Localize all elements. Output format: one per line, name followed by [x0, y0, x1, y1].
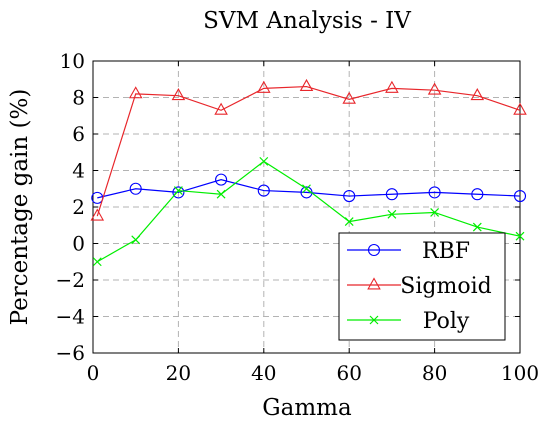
- data-point-sigmoid: [427, 82, 442, 95]
- y-tick-label: 2: [72, 195, 85, 219]
- data-point-sigmoid: [128, 86, 143, 99]
- y-tick-label: 6: [72, 122, 85, 146]
- data-point-poly: [173, 186, 183, 195]
- series-line-sigmoid: [96, 85, 521, 217]
- legend-label-poly: Poly: [423, 309, 470, 334]
- y-tick-label: 0: [72, 232, 85, 256]
- data-point-poly: [515, 231, 525, 241]
- data-point-sigmoid: [513, 102, 527, 115]
- series-sigmoid: [90, 78, 527, 221]
- series-group: [90, 78, 527, 267]
- legend-marker-rbf: [367, 243, 381, 257]
- chart-title: SVM Analysis - IV: [203, 8, 411, 34]
- legend: RBF Sigmoid Poly: [338, 232, 506, 341]
- x-tick-label: 0: [87, 361, 100, 385]
- data-point-rbf: [385, 188, 398, 201]
- x-tick-label: 100: [501, 361, 539, 385]
- y-tick-label: −4: [56, 305, 85, 329]
- data-point-sigmoid: [299, 78, 314, 91]
- data-point-poly: [344, 217, 354, 227]
- data-point-rbf: [471, 188, 484, 201]
- data-point-poly: [430, 208, 440, 217]
- legend-marker-poly: [369, 315, 379, 325]
- data-point-rbf: [513, 190, 527, 203]
- data-point-poly: [472, 222, 482, 232]
- legend-marker-sigmoid: [367, 277, 381, 290]
- data-point-rbf: [428, 186, 441, 199]
- y-tick-label: 8: [72, 86, 85, 110]
- series-line-rbf: [97, 179, 521, 199]
- x-tick-label: 20: [166, 361, 191, 385]
- data-point-sigmoid: [257, 80, 271, 93]
- axis-ticks: 0 20 40 60 80 100 −6 −4 −2 0 2 4 6 8 10: [56, 49, 540, 385]
- data-point-poly: [216, 189, 226, 199]
- series-poly: [92, 156, 525, 267]
- x-tick-label: 80: [422, 361, 447, 385]
- data-point-sigmoid: [214, 102, 228, 115]
- data-point-poly: [131, 235, 141, 245]
- x-tick-label: 60: [336, 361, 361, 385]
- data-point-sigmoid: [470, 88, 485, 101]
- data-point-rbf: [215, 173, 228, 186]
- legend-box: [338, 232, 506, 341]
- data-point-poly: [259, 156, 269, 166]
- data-point-sigmoid: [90, 208, 105, 221]
- y-tick-label: −6: [56, 341, 85, 365]
- y-tick-label: −2: [56, 268, 85, 292]
- data-point-sigmoid: [342, 91, 356, 104]
- data-point-poly: [302, 184, 311, 194]
- data-point-rbf: [257, 184, 270, 197]
- data-point-rbf: [172, 186, 185, 199]
- legend-label-rbf: RBF: [422, 239, 470, 264]
- series-rbf: [91, 173, 527, 204]
- y-axis-label: Percentage gain (%): [7, 89, 33, 326]
- x-axis-label: Gamma: [262, 395, 352, 421]
- data-point-poly: [387, 209, 397, 219]
- data-point-sigmoid: [171, 88, 186, 101]
- legend-label-sigmoid: Sigmoid: [400, 274, 491, 299]
- y-tick-label: 10: [60, 49, 85, 73]
- data-point-rbf: [343, 190, 356, 203]
- data-point-poly: [92, 257, 102, 267]
- y-tick-label: 4: [72, 159, 85, 183]
- data-point-sigmoid: [385, 80, 399, 93]
- x-tick-label: 40: [251, 361, 276, 385]
- data-point-rbf: [129, 182, 142, 195]
